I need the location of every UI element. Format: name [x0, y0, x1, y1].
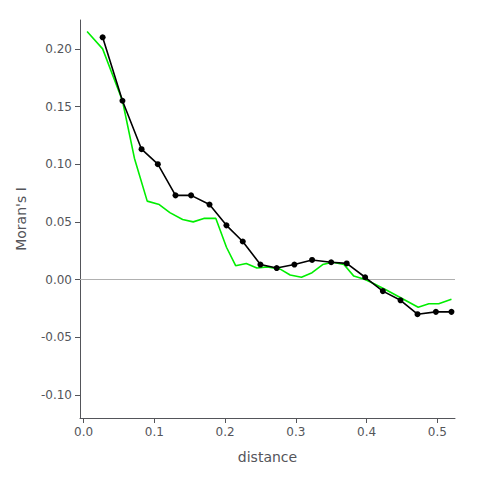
svg-text:0.3: 0.3	[286, 425, 305, 439]
svg-text:0.00: 0.00	[45, 273, 72, 287]
svg-text:Moran's I: Moran's I	[13, 187, 29, 251]
svg-text:-0.10: -0.10	[41, 388, 72, 402]
svg-text:0.0: 0.0	[74, 425, 93, 439]
svg-text:0.10: 0.10	[45, 157, 72, 171]
svg-text:-0.05: -0.05	[41, 330, 72, 344]
svg-text:0.5: 0.5	[428, 425, 447, 439]
svg-text:distance: distance	[238, 449, 297, 465]
svg-text:0.4: 0.4	[357, 425, 376, 439]
svg-text:0.2: 0.2	[216, 425, 235, 439]
svg-text:0.15: 0.15	[45, 100, 72, 114]
svg-text:0.05: 0.05	[45, 215, 72, 229]
svg-text:0.1: 0.1	[145, 425, 164, 439]
svg-text:0.20: 0.20	[45, 42, 72, 56]
